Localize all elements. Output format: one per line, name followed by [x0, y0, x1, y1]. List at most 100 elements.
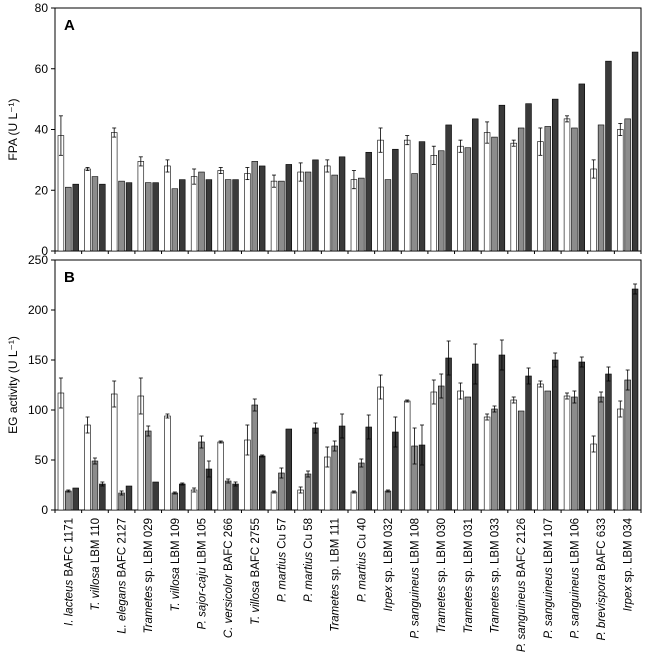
x-tick-label-plain: BAFC 2126: [516, 518, 528, 581]
bar: [403, 139, 411, 252]
x-tick-label: L. elegans BAFC 2127: [117, 518, 129, 634]
bar: [544, 126, 551, 252]
bar: [258, 455, 266, 511]
bar: [631, 288, 639, 511]
y-tick-label: 100: [28, 403, 48, 417]
bar: [597, 124, 605, 252]
x-tick-label-italic: Irpex: [383, 585, 395, 612]
x-tick-label-plain: sp. LBM 030: [436, 518, 448, 586]
bar: [270, 180, 278, 252]
bar: [537, 383, 544, 511]
bar: [270, 491, 278, 511]
bar: [358, 177, 365, 252]
x-tick-label: P. martius Cu 40: [356, 518, 368, 602]
x-tick-label-plain: LBM 108: [410, 518, 422, 567]
bar: [164, 165, 171, 252]
bar: [483, 416, 491, 511]
x-tick-label: Trametes sp. LBM 111: [330, 518, 342, 632]
x-tick-label-plain: LBM 106: [569, 518, 581, 567]
bar: [438, 385, 445, 511]
x-tick-label: C. versicolor BAFC 266: [223, 518, 235, 638]
bar: [338, 156, 346, 252]
bar: [164, 415, 171, 511]
bar: [510, 399, 517, 511]
bar: [525, 103, 532, 252]
bar: [91, 460, 99, 511]
bar: [517, 410, 525, 511]
bar: [472, 363, 479, 511]
bar: [304, 171, 312, 252]
panel-label: A: [64, 17, 75, 34]
bar: [145, 430, 152, 511]
x-tick-label-italic: C. versicolor: [223, 573, 235, 638]
x-tick-label: P. sajor-caju LBM 105: [197, 518, 209, 629]
bar: [285, 164, 293, 252]
x-tick-label: P. martius Cu 57: [276, 518, 288, 602]
bar: [590, 168, 597, 252]
bar: [525, 375, 532, 511]
bar: [145, 182, 152, 252]
bar: [251, 404, 258, 511]
bar: [403, 400, 411, 511]
bar: [430, 391, 438, 511]
bar: [91, 176, 99, 252]
x-tick-label-italic: L. elegans: [117, 580, 129, 633]
bar: [365, 426, 372, 511]
x-tick-label-plain: sp. LBM 111: [330, 518, 342, 584]
bar: [171, 492, 179, 511]
bar: [472, 118, 479, 252]
y-tick-label: 200: [28, 303, 48, 317]
x-tick-label: T. villosa LBM 110: [90, 518, 102, 611]
bar: [483, 132, 491, 252]
x-tick-label-italic: I. lacteus: [63, 580, 75, 626]
bar: [445, 124, 452, 252]
bar: [510, 142, 517, 252]
bar: [498, 354, 506, 511]
bar: [125, 182, 133, 252]
x-tick-label-plain: Cu 57: [276, 518, 288, 552]
bar: [217, 170, 224, 252]
bar: [232, 483, 239, 511]
bar: [179, 179, 186, 252]
x-tick-label-italic: P. sanguineus: [410, 567, 422, 639]
bar: [304, 473, 312, 511]
bar: [438, 150, 445, 252]
x-tick-label-plain: sp. LBM 034: [623, 517, 635, 585]
bar: [285, 428, 293, 511]
x-tick-label-italic: Trametes: [436, 586, 448, 634]
bar: [464, 147, 472, 252]
x-tick-label-italic: T. villosa: [250, 581, 262, 625]
x-tick-label-plain: LBM 110: [90, 518, 102, 566]
bar: [578, 83, 586, 252]
bar: [457, 390, 464, 511]
x-tick-label-plain: sp. LBM 031: [463, 518, 475, 586]
bar: [224, 480, 232, 511]
bar: [578, 361, 586, 511]
x-tick-label-italic: T. villosa: [170, 567, 182, 611]
bar: [118, 492, 125, 511]
x-tick-label-italic: P. sanguineus: [569, 567, 581, 639]
y-tick-label: 0: [41, 244, 48, 258]
bar: [551, 98, 559, 252]
x-tick-label-plain: BAFC 1171: [63, 518, 75, 580]
bar: [65, 490, 72, 511]
bar: [605, 373, 612, 511]
x-tick-label: T. villosa BAFC 2755: [250, 518, 262, 625]
x-tick-label: P. martius Cu 58: [303, 518, 315, 602]
y-tick-label: 150: [28, 353, 48, 367]
bar: [232, 179, 239, 252]
bar: [190, 176, 198, 252]
bar: [110, 132, 118, 252]
x-tick-label-plain: sp. LBM 032: [383, 518, 395, 586]
bar: [99, 483, 106, 511]
bar: [152, 182, 159, 252]
x-tick-label-plain: Cu 58: [303, 518, 315, 552]
x-tick-label-plain: sp. LBM 029: [143, 518, 155, 586]
bar: [464, 396, 472, 511]
bar: [365, 151, 372, 252]
y-tick-label: 60: [35, 62, 49, 76]
x-tick-labels: I. lacteus BAFC 1171 T. villosa LBM 110 L.…: [63, 517, 634, 652]
x-tick-label: Irpex sp. LBM 034: [623, 517, 635, 611]
bar: [198, 441, 205, 511]
